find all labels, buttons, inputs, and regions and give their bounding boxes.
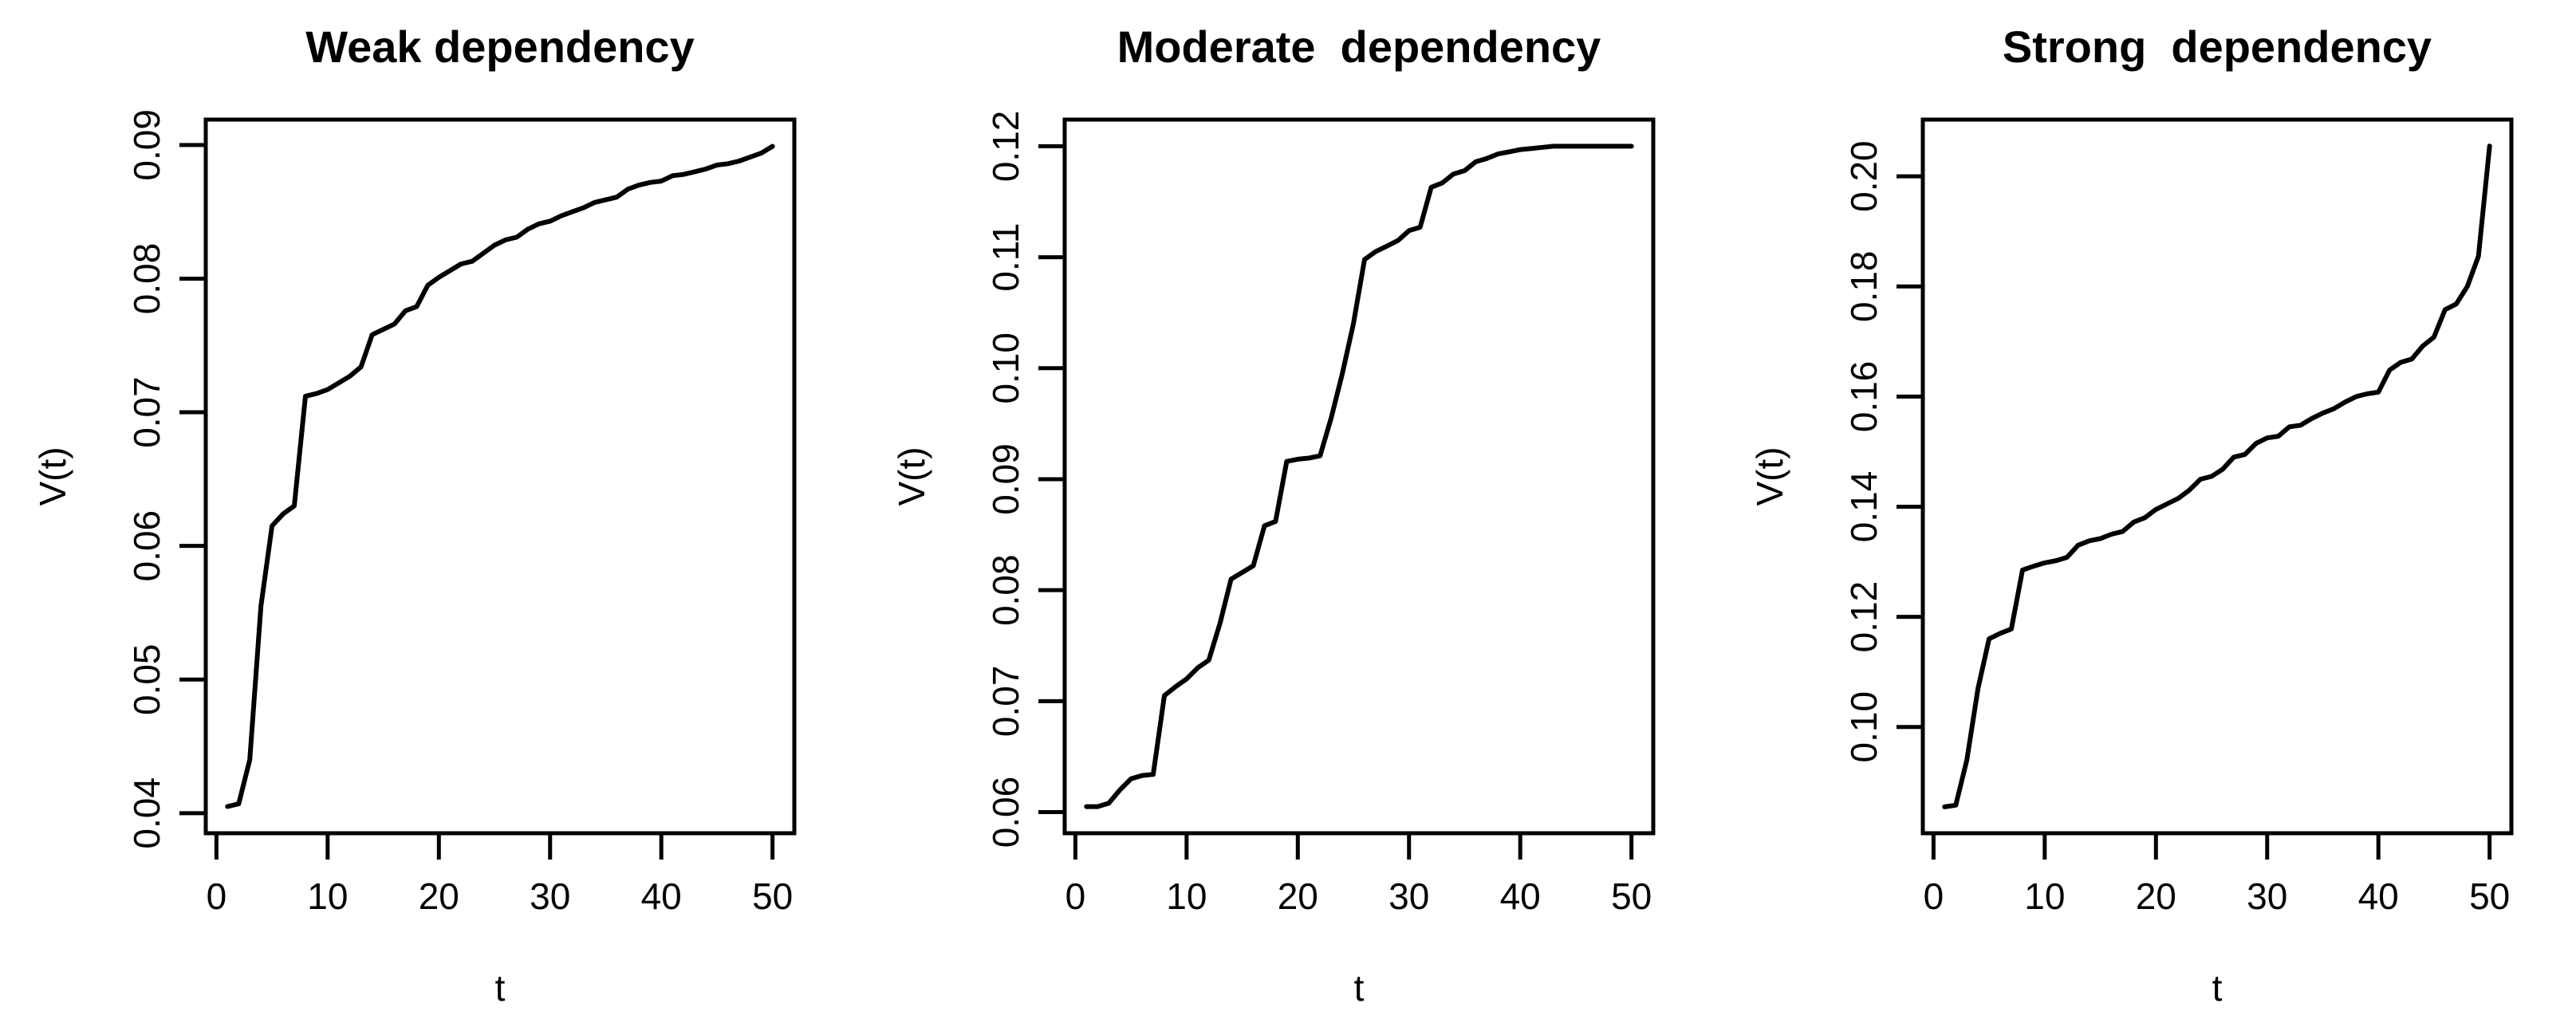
x-tick-label: 0: [1924, 875, 1944, 917]
x-tick-label: 0: [1065, 875, 1085, 917]
x-tick-label: 50: [2469, 875, 2510, 917]
x-tick-label: 10: [1166, 875, 1207, 917]
y-tick-label: 0.04: [126, 777, 167, 849]
x-tick-label: 40: [1499, 875, 1540, 917]
x-tick-label: 20: [1277, 875, 1318, 917]
x-tick-label: 30: [1388, 875, 1429, 917]
y-tick-label: 0.09: [126, 109, 167, 181]
x-axis-label: t: [1353, 967, 1364, 1009]
panel-strong-dependency: Strong dependency t V(t) 0 10 20 30 40 50 0.10…: [1717, 0, 2576, 1023]
x-tick-label: 20: [419, 875, 459, 917]
y-tick-label: 0.10: [985, 332, 1026, 404]
y-tick-label: 0.14: [1843, 471, 1885, 542]
y-axis-label: V(t): [1749, 447, 1790, 506]
y-tick-label: 0.12: [1843, 581, 1885, 652]
data-curve: [1942, 144, 2493, 809]
y-tick-label: 0.20: [1843, 140, 1885, 212]
panel-weak-dependency: Weak dependency t V(t) 0 10 20 30 40 50 0.04 0.…: [0, 0, 859, 1023]
y-tick-label: 0.06: [985, 777, 1026, 848]
data-curve: [225, 144, 775, 809]
y-tick-label: 0.05: [126, 644, 167, 715]
plot-box: [203, 117, 797, 836]
y-tick-label: 0.10: [1843, 691, 1885, 762]
x-axis-label: t: [2212, 967, 2223, 1009]
chart-title: Strong dependency: [2003, 22, 2432, 72]
y-axis-label: V(t): [32, 447, 73, 506]
x-tick-label: 30: [2247, 875, 2287, 917]
chart-title: Weak dependency: [305, 22, 694, 72]
plot-area: 0 10 20 30 40 50 0.10 0.12 0.14 0.16 0.18 0.20: [1843, 117, 2514, 917]
y-tick-label: 0.12: [985, 111, 1026, 183]
chart-title: Moderate dependency: [1117, 22, 1601, 72]
plot-box: [1062, 117, 1656, 836]
x-tick-label: 10: [307, 875, 348, 917]
plot-box: [1920, 117, 2514, 836]
x-tick-label: 30: [530, 875, 570, 917]
y-tick-label: 0.07: [126, 376, 167, 448]
panel-moderate-dependency: Moderate dependency t V(t) 0 10 20 30 40 50 0.…: [859, 0, 1718, 1023]
y-tick-label: 0.07: [985, 666, 1026, 738]
x-axis-label: t: [495, 967, 506, 1009]
plot-area: 0 10 20 30 40 50 0.04 0.05 0.06 0.07 0.08 0.09: [126, 109, 797, 917]
y-axis-label: V(t): [891, 447, 932, 506]
y-tick-label: 0.16: [1843, 361, 1885, 433]
x-tick-label: 50: [1611, 875, 1652, 917]
x-tick-label: 50: [752, 875, 793, 917]
data-curve: [1083, 144, 1634, 809]
x-tick-label: 40: [641, 875, 682, 917]
plot-area: 0 10 20 30 40 50 0.06 0.07 0.08 0.09 0.10 0.11 0.12: [985, 111, 1656, 917]
x-tick-label: 20: [2136, 875, 2176, 917]
y-tick-label: 0.18: [1843, 251, 1885, 323]
x-tick-label: 0: [207, 875, 227, 917]
y-tick-label: 0.08: [985, 554, 1026, 625]
y-tick-label: 0.11: [985, 223, 1026, 292]
y-tick-label: 0.06: [126, 510, 167, 582]
x-tick-label: 40: [2358, 875, 2399, 917]
y-tick-label: 0.09: [985, 443, 1026, 514]
y-tick-label: 0.08: [126, 243, 167, 315]
x-tick-label: 10: [2025, 875, 2066, 917]
